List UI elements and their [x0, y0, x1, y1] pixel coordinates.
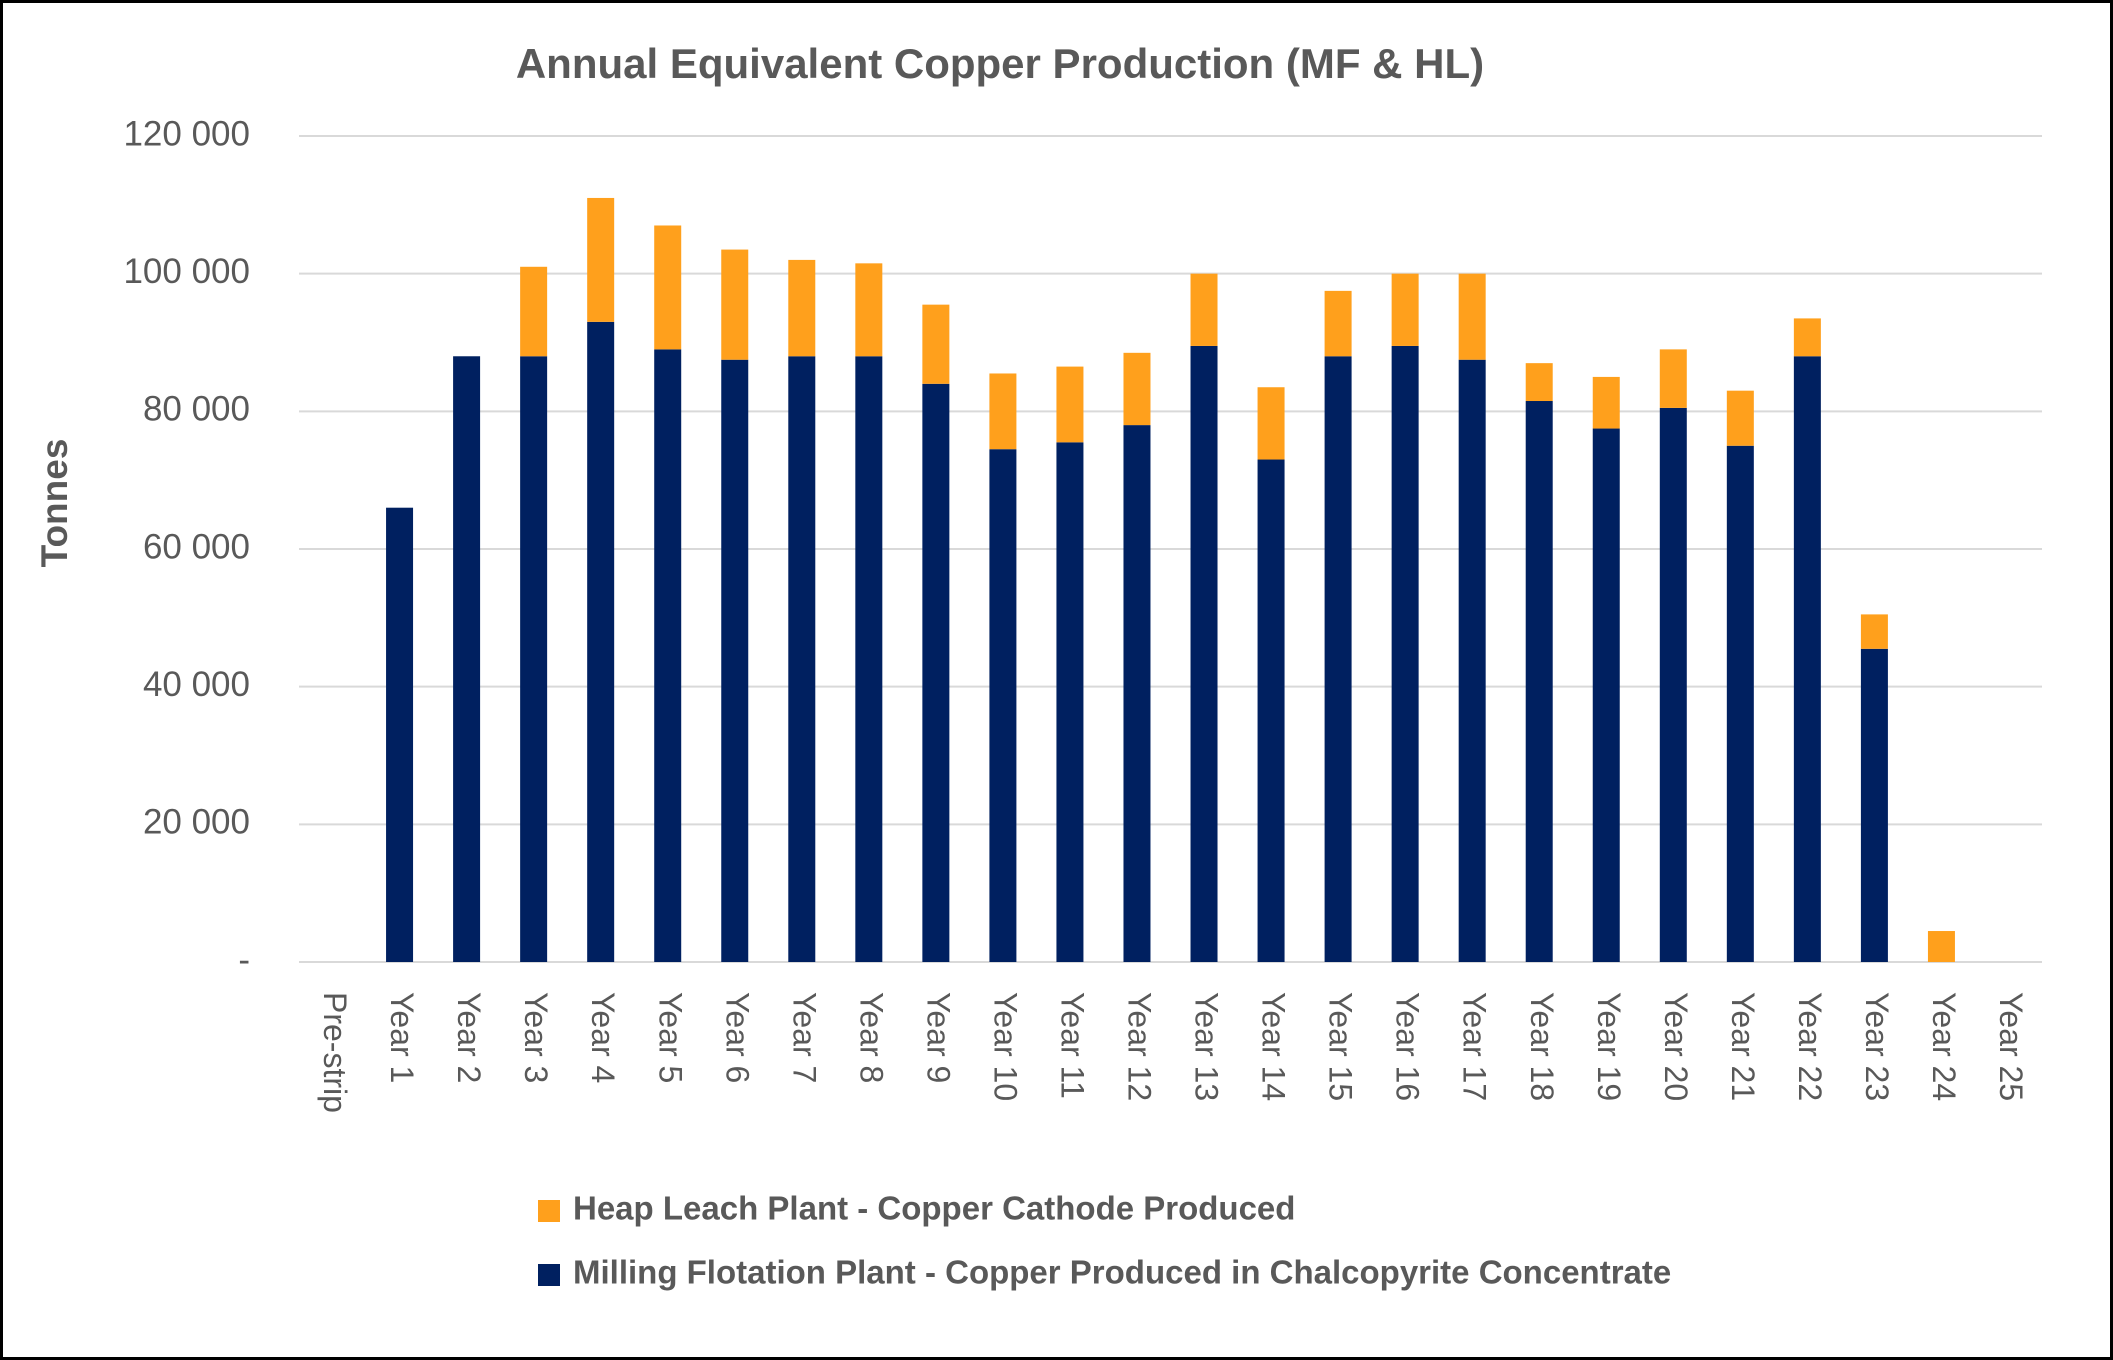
x-tick-label: Year 17 [1457, 992, 1493, 1101]
bar-segment [1324, 356, 1352, 962]
bar-segment [989, 449, 1017, 963]
bar-segment [1123, 425, 1151, 963]
legend-marker [538, 1200, 560, 1222]
x-tick-label: Year 14 [1256, 992, 1292, 1101]
y-tick-label: 20 000 [143, 803, 250, 842]
bar-segment [654, 225, 682, 350]
bar-segment [1860, 614, 1888, 649]
x-tick-label: Year 6 [719, 992, 755, 1083]
bar-segment [520, 356, 548, 962]
bar-segment [1659, 407, 1687, 962]
bar-segment [721, 359, 749, 962]
bar-segment [1927, 931, 1955, 962]
bar-segment [855, 356, 883, 962]
bar-segment [1592, 428, 1620, 963]
x-tick-label: Year 11 [1054, 992, 1090, 1099]
bar-segment [989, 373, 1017, 450]
x-tick-label: Year 10 [987, 992, 1023, 1101]
x-tick-label: Year 7 [786, 992, 822, 1083]
x-tick-label: Year 21 [1725, 992, 1761, 1101]
x-tick-label: Year 15 [1323, 992, 1359, 1101]
bar-segment [1525, 363, 1553, 402]
bar-segment [922, 383, 950, 962]
bar-segment [788, 259, 816, 357]
x-tick-label: Year 18 [1524, 992, 1560, 1101]
x-tick-label: Year 8 [853, 992, 889, 1083]
y-tick-label: 40 000 [143, 665, 250, 704]
y-tick-label: 100 000 [123, 252, 250, 291]
bar-segment [1190, 273, 1218, 346]
x-tick-label: Year 23 [1859, 992, 1895, 1101]
bar-segment [1525, 401, 1553, 963]
x-tick-label: Year 25 [1993, 992, 2029, 1101]
x-tick-label: Year 19 [1591, 992, 1627, 1101]
bar-segment [453, 356, 481, 962]
bar-segment [654, 349, 682, 963]
y-tick-label: 120 000 [123, 114, 250, 153]
bar-segment [1659, 349, 1687, 408]
y-axis-title: Tonnes [34, 439, 75, 568]
bar-segment [1190, 345, 1218, 963]
bar-segment [1257, 459, 1285, 962]
x-tick-label: Year 9 [920, 992, 956, 1083]
y-tick-label: 60 000 [143, 527, 250, 566]
x-tick-label: Pre-strip [317, 992, 353, 1113]
bar-segment [1592, 376, 1620, 429]
x-tick-label: Year 20 [1658, 992, 1694, 1101]
bar-segment [587, 197, 615, 322]
bar-segment [1458, 273, 1486, 360]
bar-segment [587, 321, 615, 963]
bar-segment [1726, 445, 1754, 962]
bar-segment [1793, 356, 1821, 962]
x-tick-label: Year 12 [1122, 992, 1158, 1101]
y-tick-label: - [238, 940, 250, 979]
bar-segment [1726, 390, 1754, 446]
bar-segment [788, 356, 816, 962]
y-tick-label: 80 000 [143, 390, 250, 429]
bar-segment [1324, 290, 1352, 357]
bar-segment [1391, 273, 1419, 346]
bar-segment [1056, 442, 1084, 962]
chart-title: Annual Equivalent Copper Production (MF … [516, 40, 1484, 87]
bar-segment [1123, 352, 1151, 426]
bar-segment [855, 263, 883, 357]
x-tick-label: Year 4 [585, 992, 621, 1083]
bar-segment [386, 507, 414, 962]
bar-segment [1793, 318, 1821, 357]
bar-segment [1257, 387, 1285, 460]
x-tick-label: Year 2 [451, 992, 487, 1083]
bar-segment [1056, 366, 1084, 443]
x-tick-label: Year 16 [1390, 992, 1426, 1101]
bar-segment [1458, 359, 1486, 962]
legend-label: Heap Leach Plant - Copper Cathode Produc… [573, 1190, 1295, 1227]
bar-segment [721, 249, 749, 360]
legend-label: Milling Flotation Plant - Copper Produce… [573, 1254, 1671, 1291]
bar-segment [1860, 648, 1888, 962]
x-tick-label: Year 13 [1189, 992, 1225, 1101]
x-tick-label: Year 5 [652, 992, 688, 1083]
x-tick-label: Year 24 [1926, 992, 1962, 1101]
legend-marker [538, 1264, 560, 1286]
bar-segment [1391, 345, 1419, 963]
bar-segment [922, 304, 950, 384]
bar-segment [520, 266, 548, 357]
x-tick-label: Year 22 [1792, 992, 1828, 1101]
x-tick-label: Year 3 [518, 992, 554, 1083]
x-tick-label: Year 1 [384, 992, 420, 1083]
